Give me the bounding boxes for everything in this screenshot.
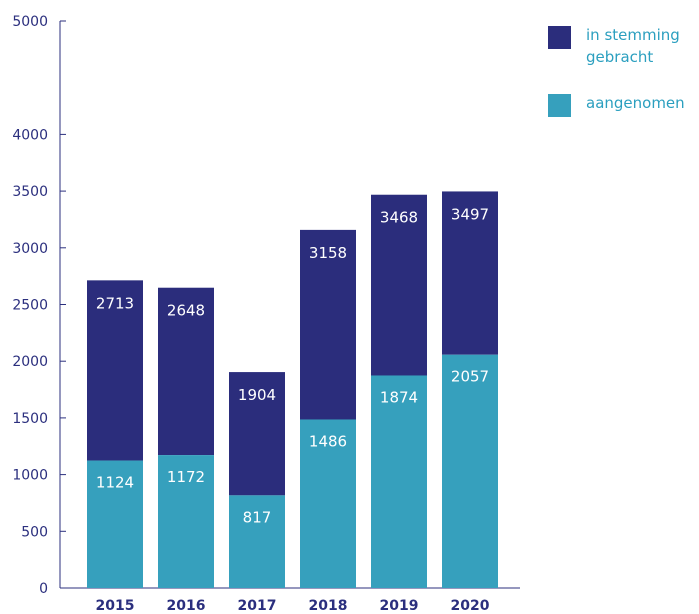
legend-item-aangenomen: aangenomen bbox=[548, 92, 698, 117]
legend-item-in-stemming-gebracht: in stemming gebracht bbox=[548, 24, 698, 68]
y-tick-label: 1000 bbox=[12, 468, 48, 484]
data-label-in-stemming-gebracht-2017: 1904 bbox=[238, 386, 276, 404]
bar-aangenomen-2015 bbox=[87, 460, 143, 588]
bar-in-stemming-gebracht-2019 bbox=[371, 194, 427, 376]
data-label-aangenomen-2020: 2057 bbox=[451, 368, 489, 386]
bars bbox=[87, 191, 498, 588]
y-tick-label: 3500 bbox=[12, 184, 48, 200]
y-tick-label: 2000 bbox=[12, 354, 48, 370]
data-label-in-stemming-gebracht-2015: 2713 bbox=[96, 294, 134, 312]
x-tick-label-2020: 2020 bbox=[451, 598, 490, 614]
bar-aangenomen-2016 bbox=[158, 455, 214, 588]
data-labels: 2713 1124 2648 1172 1904 817 3158 1486 3468 1874 3… bbox=[96, 205, 489, 526]
bar-aangenomen-2020 bbox=[442, 354, 498, 588]
y-tick-label: 5000 bbox=[12, 14, 48, 30]
y-tick-label: 3000 bbox=[12, 241, 48, 257]
data-label-aangenomen-2016: 1172 bbox=[167, 468, 205, 486]
data-label-aangenomen-2015: 1124 bbox=[96, 474, 134, 492]
bar-in-stemming-gebracht-2017 bbox=[229, 372, 285, 496]
data-label-in-stemming-gebracht-2018: 3158 bbox=[309, 244, 347, 262]
x-tick-label-2015: 2015 bbox=[96, 598, 135, 614]
data-label-in-stemming-gebracht-2016: 2648 bbox=[167, 302, 205, 320]
data-label-aangenomen-2019: 1874 bbox=[380, 388, 418, 406]
y-tick-label: 0 bbox=[39, 581, 48, 597]
bar-in-stemming-gebracht-2020 bbox=[442, 191, 498, 355]
y-tick-label: 2500 bbox=[12, 298, 48, 314]
bar-in-stemming-gebracht-2018 bbox=[300, 229, 356, 420]
data-label-in-stemming-gebracht-2020: 3497 bbox=[451, 205, 489, 223]
bar-chart: 0 500 1000 1500 2000 2500 3000 3500 4000 5000 201… bbox=[12, 14, 520, 614]
data-label-aangenomen-2017: 817 bbox=[243, 508, 272, 526]
legend: in stemming gebracht aangenomen bbox=[548, 24, 698, 138]
legend-label-aangenomen: aangenomen bbox=[586, 94, 685, 112]
legend-swatch-aangenomen bbox=[548, 94, 571, 117]
bar-aangenomen-2018 bbox=[300, 419, 356, 588]
data-label-in-stemming-gebracht-2019: 3468 bbox=[380, 209, 418, 227]
bar-aangenomen-2017 bbox=[229, 495, 285, 588]
x-tick-label-2017: 2017 bbox=[238, 598, 277, 614]
legend-label-in-stemming-gebracht: in stemming gebracht bbox=[586, 26, 680, 66]
bar-in-stemming-gebracht-2016 bbox=[158, 287, 214, 456]
x-tick-label-2018: 2018 bbox=[309, 598, 348, 614]
data-label-aangenomen-2018: 1486 bbox=[309, 432, 347, 450]
y-axis: 0 500 1000 1500 2000 2500 3000 3500 4000 5000 bbox=[12, 14, 66, 597]
x-axis: 2015 2016 2017 2018 2019 2020 bbox=[60, 587, 520, 614]
x-tick-label-2016: 2016 bbox=[167, 598, 206, 614]
bar-aangenomen-2019 bbox=[371, 375, 427, 588]
y-tick-label: 500 bbox=[21, 524, 48, 540]
x-tick-label-2019: 2019 bbox=[380, 598, 419, 614]
legend-swatch-in-stemming-gebracht bbox=[548, 26, 571, 49]
bar-in-stemming-gebracht-2015 bbox=[87, 280, 143, 461]
y-tick-label: 4000 bbox=[12, 127, 48, 143]
y-tick-label: 1500 bbox=[12, 411, 48, 427]
